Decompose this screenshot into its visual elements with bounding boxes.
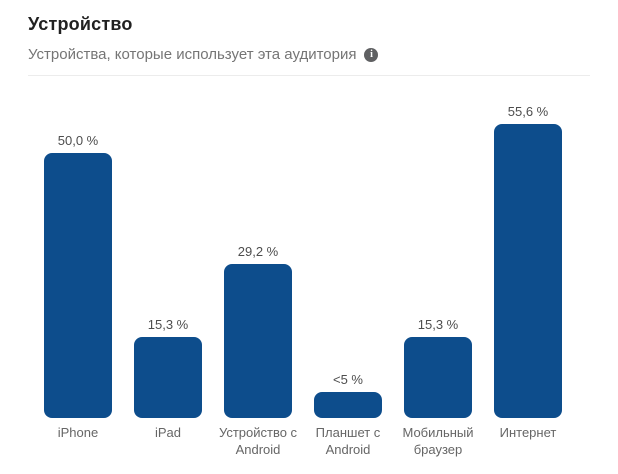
bar-ipad[interactable] [134,337,202,418]
bar-android-device[interactable] [224,264,292,418]
bar-category-label: Мобильный браузер [402,425,474,457]
card-header: Устройство Устройства, которые используе… [0,0,618,63]
page-title: Устройство [28,14,133,34]
bar-value-label: 15,3 % [417,317,459,332]
info-icon[interactable]: i [364,47,379,62]
bar-category-label: iPad [154,425,182,440]
bar-value-label: 50,0 % [57,133,99,148]
bar-category-label: iPhone [57,425,99,440]
bar-value-label: 15,3 % [147,317,189,332]
bar-group-mobile-browser: 15,3 % [393,90,483,418]
bar-value-label: <5 % [333,372,363,387]
subtitle-row: Устройства, которые использует эта аудит… [28,46,590,63]
bar-category-label: Устройство с Android [218,425,298,457]
plot-area: 50,0 % 15,3 % 29,2 % <5 % 15,3 % [33,90,573,418]
bar-group-iphone: 50,0 % [33,90,123,418]
bar-iphone[interactable] [44,153,112,418]
bar-value-label: 55,6 % [507,104,549,119]
category-axis: iPhone iPad Устройство с Android Планшет… [33,425,573,459]
bar-category-label: Интернет [499,425,557,440]
bar-android-tablet[interactable] [314,392,382,418]
device-bar-chart: 50,0 % 15,3 % 29,2 % <5 % 15,3 % [33,90,573,459]
bar-value-label: 29,2 % [237,244,279,259]
divider [28,75,590,76]
bar-category-label: Планшет с Android [315,425,381,457]
bar-group-ipad: 15,3 % [123,90,213,418]
bar-group-internet: 55,6 % [483,90,573,418]
bar-group-android-device: 29,2 % [213,90,303,418]
chart-subtitle: Устройства, которые использует эта аудит… [28,46,357,63]
bar-mobile-browser[interactable] [404,337,472,418]
bar-group-android-tablet: <5 % [303,90,393,418]
bar-internet[interactable] [494,124,562,418]
